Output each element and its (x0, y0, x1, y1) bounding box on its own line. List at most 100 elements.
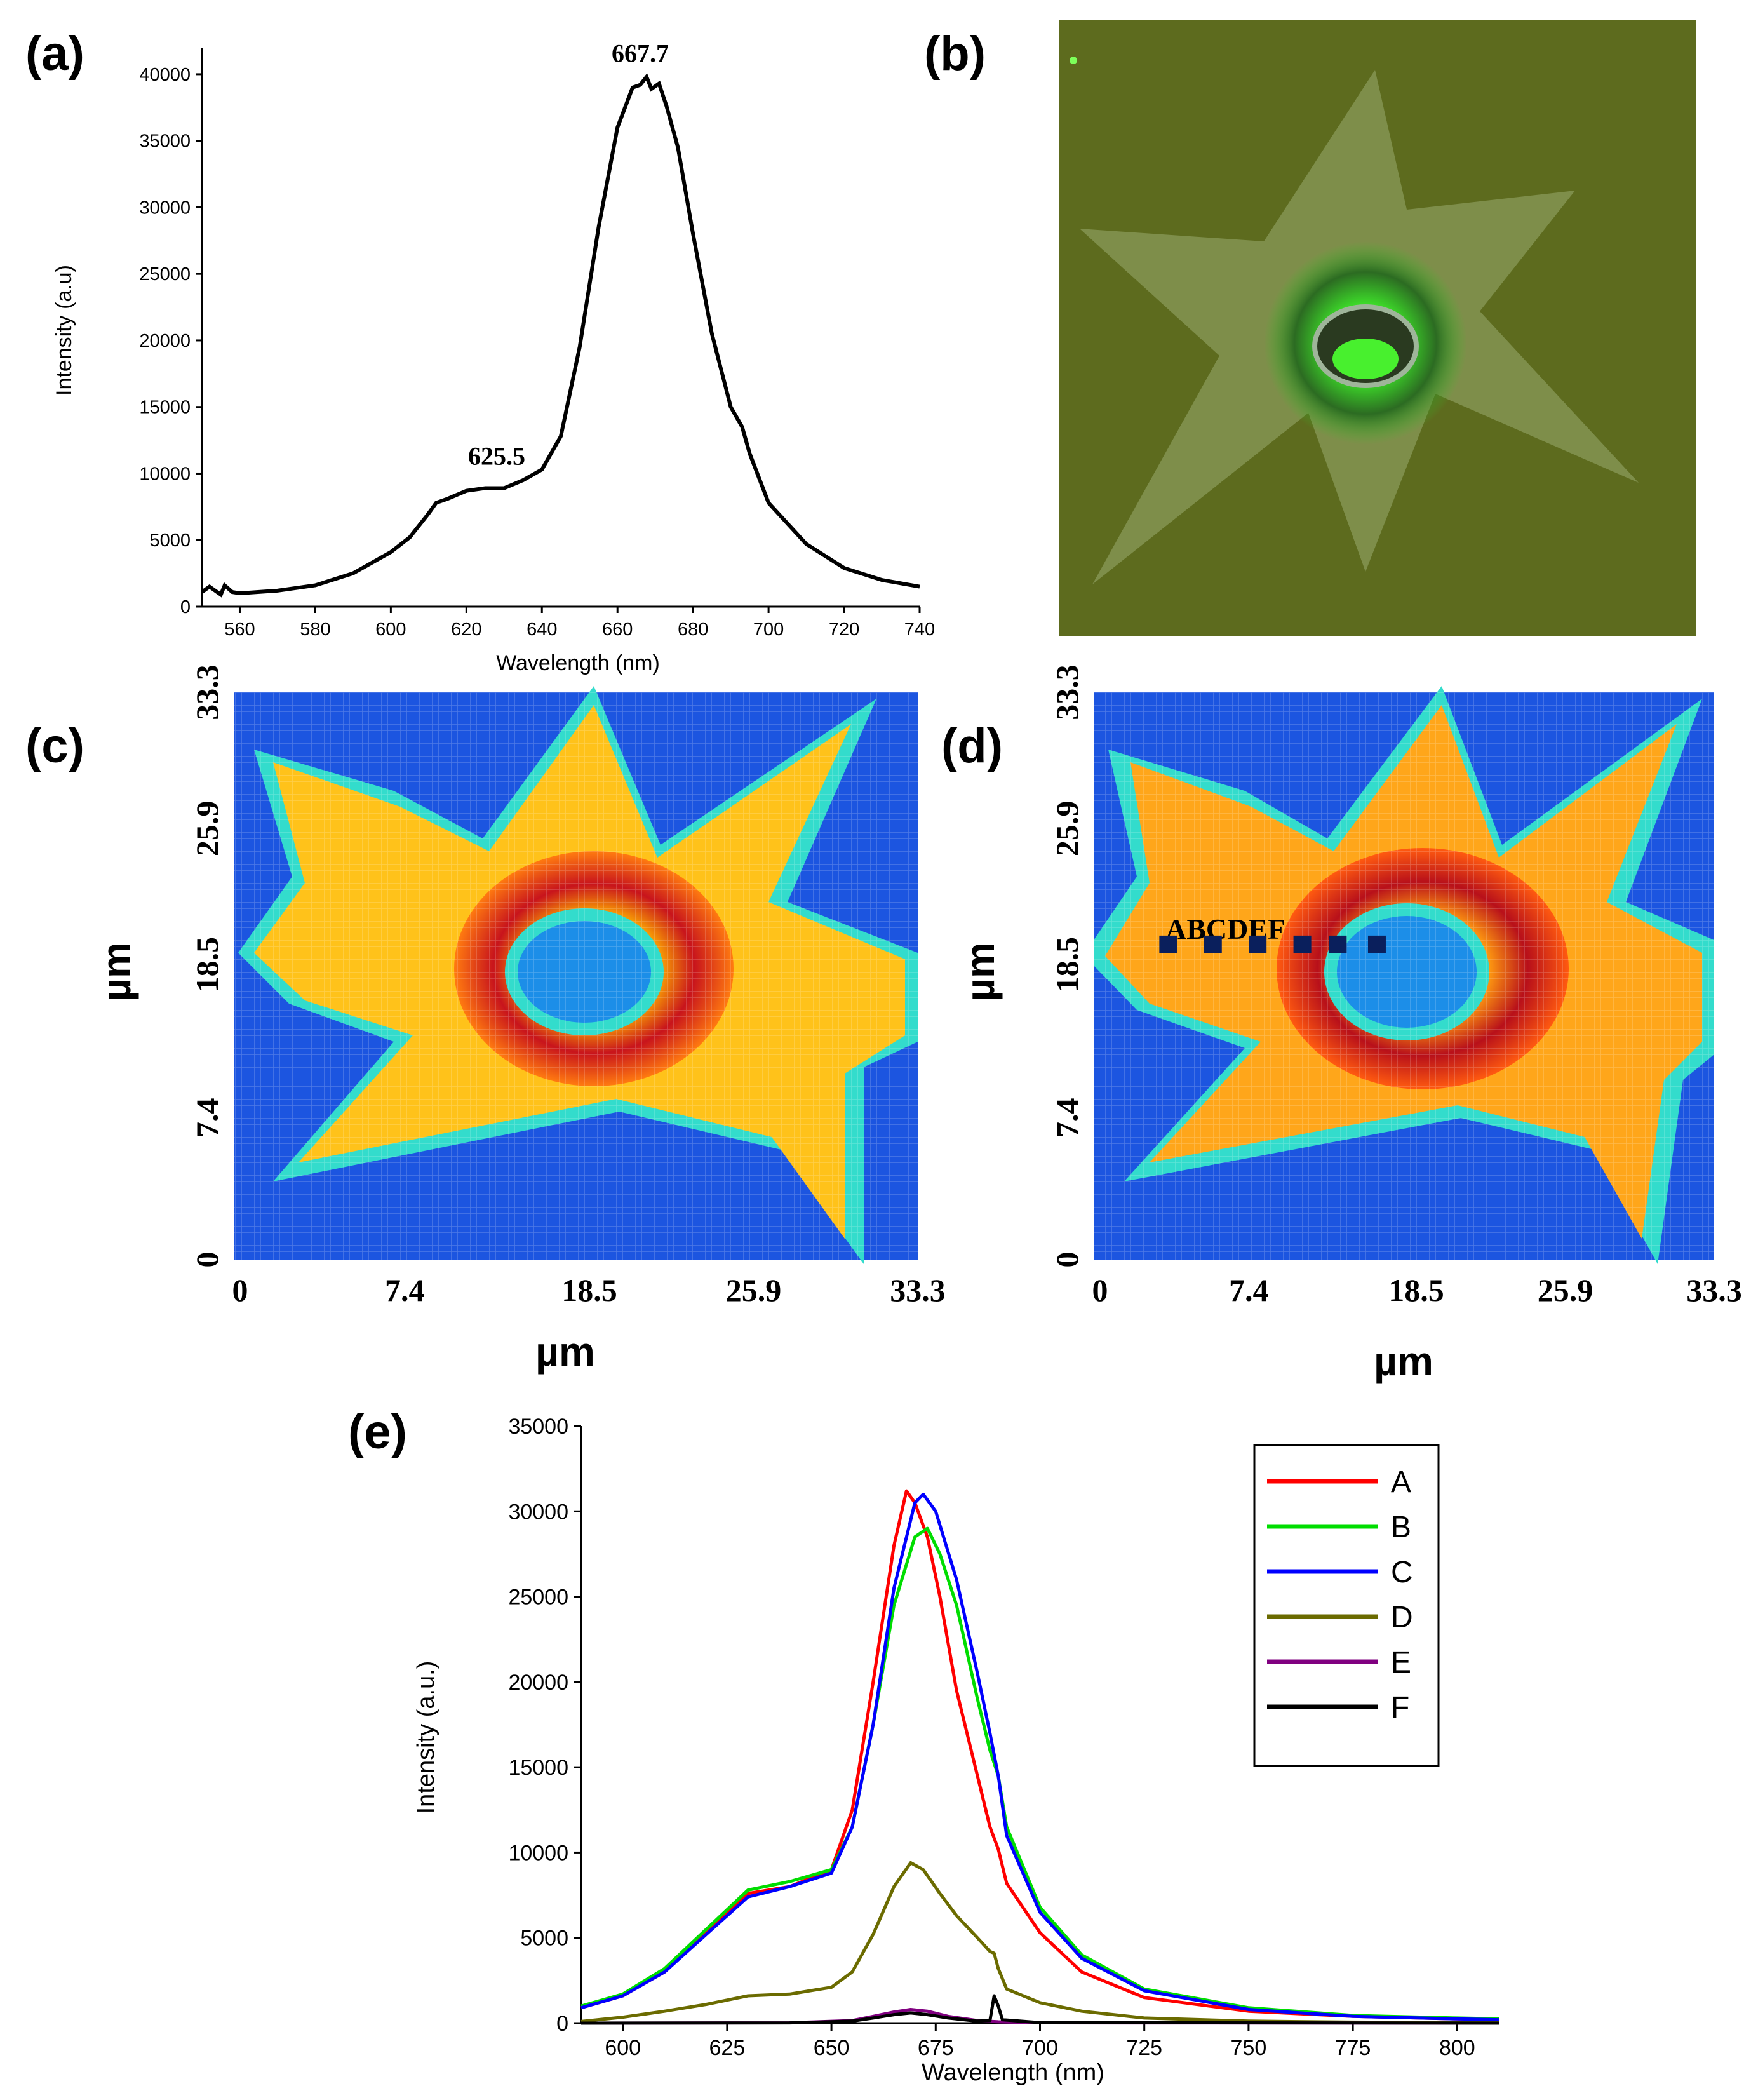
panel-label-e: (e) (348, 1405, 407, 1459)
panel-a-x-tick-label: 700 (753, 619, 784, 640)
series-line-A (580, 1489, 1499, 2022)
panel-c-y-tick-label: 18.5 (189, 937, 225, 993)
panel-e-x-ticks: 600 625 650 675 700 725 750 775 800 (605, 2023, 1475, 2060)
panel-a-spectrum-line (201, 73, 920, 598)
panel-d-points (1159, 935, 1386, 953)
legend-box (1253, 1444, 1440, 1767)
panel-e-x-tick-label: 675 (918, 2036, 954, 2060)
panel-e-x-tick-label: 750 (1231, 2036, 1267, 2060)
panel-e-y-tick-label: 25000 (508, 1585, 568, 1610)
legend-label-F: F (1391, 1691, 1409, 1725)
panel-a-y-tick-label: 0 (180, 597, 191, 617)
map-point-B (1204, 935, 1222, 953)
panel-e-y-ticks: 0 5000 10000 15000 20000 25000 30000 35000 (508, 1415, 581, 2036)
panel-d-x-tick-label: 7.4 (1229, 1272, 1269, 1308)
panel-d-y-tick-label: 18.5 (1049, 937, 1085, 993)
heatmap-d-grid (1094, 692, 1714, 1260)
panel-c-x-tick-label: 0 (232, 1272, 248, 1308)
legend-label-B: B (1391, 1511, 1411, 1544)
heatmap-c-grid (234, 692, 918, 1260)
panel-d-heatmap (1094, 686, 1714, 1264)
peak-annotation-625: 625.5 (468, 441, 525, 470)
panel-c-heatmap (234, 686, 918, 1264)
panel-e-y-tick-label: 10000 (508, 1841, 568, 1865)
panel-a-y-ticks: 0 5000 10000 15000 20000 25000 30000 35000 40000 (139, 65, 202, 617)
series-line-F (580, 1994, 1499, 2025)
panel-e-y-label: Intensity (a.u.) (413, 1661, 439, 1814)
panel-d-ticks: 00 7.4 7.4 18.5 18.5 25.9 25.9 33.3 33.3 (1049, 664, 1742, 1308)
panel-e-y-tick-label: 30000 (508, 1500, 568, 1524)
panel-a-x-tick-label: 660 (602, 619, 633, 640)
map-point-E (1329, 935, 1347, 953)
panel-e-x-label: Wavelength (nm) (922, 2059, 1104, 2086)
panel-b: (b) (924, 20, 1696, 636)
panel-e-y-tick-label: 5000 (520, 1927, 568, 1951)
panel-e-legend: ABCDEF (1253, 1444, 1440, 1767)
panel-c-y-tick-label: 25.9 (189, 801, 225, 857)
panel-a-x-tick-label: 640 (527, 619, 557, 640)
panel-d-y-label: µm (957, 942, 1003, 1002)
panel-e-x-tick-label: 700 (1022, 2036, 1058, 2060)
micrograph-green-core (1332, 339, 1399, 379)
panel-c-x-tick-label: 33.3 (890, 1272, 946, 1308)
panel-c-x-tick-label: 18.5 (561, 1272, 617, 1308)
panel-label-d: (d) (941, 719, 1003, 773)
panel-e-series-lines (580, 1489, 1499, 2025)
panel-a-x-tick-label: 680 (678, 619, 708, 640)
panel-c-y-tick-label: 7.4 (189, 1098, 225, 1138)
point-labels-text: ABCDEF (1165, 913, 1285, 945)
map-point-F (1367, 935, 1386, 953)
panel-d: (d) ABCDEF 00 7.4 7.4 18.5 18.5 25.9 25.9 33.3 3… (941, 664, 1742, 1384)
map-point-D (1293, 935, 1312, 953)
legend-label-E: E (1391, 1646, 1411, 1679)
panel-a-y-tick-label: 30000 (139, 198, 191, 218)
panel-e-x-tick-label: 600 (605, 2036, 641, 2060)
panel-d-x-tick-label: 0 (1092, 1272, 1108, 1308)
panel-e-x-tick-label: 725 (1126, 2036, 1162, 2060)
panel-a: (a) 0 5000 10000 15000 20000 25000 30000 35000 4… (25, 27, 935, 675)
panel-a-x-tick-label: 620 (451, 619, 481, 640)
panel-c: (c) 007.47.418.518.525.925.933.333.3 µm … (25, 664, 946, 1375)
panel-a-x-tick-label: 580 (300, 619, 330, 640)
panel-a-y-tick-label: 40000 (139, 65, 191, 85)
panel-a-x-label: Wavelength (nm) (496, 651, 660, 675)
panel-a-y-label: Intensity (a.u) (52, 265, 76, 396)
map-point-A (1159, 935, 1177, 953)
panel-e-y-tick-label: 20000 (508, 1671, 568, 1695)
panel-a-axes (201, 48, 920, 608)
panel-a-y-tick-label: 10000 (139, 464, 191, 484)
micrograph-image (1059, 20, 1696, 636)
panel-label-b: (b) (924, 27, 986, 81)
panel-e-x-tick-label: 650 (814, 2036, 850, 2060)
map-point-C (1249, 935, 1267, 953)
legend-label-D: D (1391, 1601, 1413, 1634)
series-line-D (580, 1861, 1499, 2024)
panel-d-x-tick-label: 18.5 (1388, 1272, 1444, 1308)
panel-a-y-tick-label: 25000 (139, 264, 191, 285)
panel-d-x-tick-label: 25.9 (1538, 1272, 1593, 1308)
panel-e-y-tick-label: 0 (556, 2012, 568, 2036)
panel-e-x-tick-label: 775 (1335, 2036, 1371, 2060)
panel-c-x-tick-label: 7.4 (385, 1272, 425, 1308)
panel-c-x-label: µm (535, 1329, 595, 1375)
peak-annotation-667: 667.7 (612, 39, 669, 67)
panel-a-x-tick-label: 560 (224, 619, 255, 640)
panel-c-y-tick-label: 33.3 (189, 664, 225, 720)
panel-a-x-ticks: 560 580 600 620 640 660 680 700 720 740 (224, 607, 935, 640)
panel-d-y-tick-label: 33.3 (1049, 664, 1085, 720)
panel-d-y-tick-label: 7.4 (1049, 1098, 1085, 1138)
panel-c-y-label: µm (93, 942, 139, 1002)
panel-e-x-tick-label: 625 (709, 2036, 746, 2060)
legend-label-C: C (1391, 1556, 1413, 1589)
panel-c-ticks: 00 7.4 7.4 18.5 18.5 25.9 25.9 33.3 33.3 (189, 664, 946, 1308)
panel-a-x-tick-label: 720 (829, 619, 859, 640)
panel-a-y-tick-label: 35000 (139, 131, 191, 152)
panel-label-a: (a) (25, 27, 84, 81)
panel-c-y-tick-label: 0 (189, 1252, 225, 1268)
panel-d-x-label: µm (1374, 1338, 1433, 1384)
panel-d-y-tick-label: 25.9 (1049, 801, 1085, 857)
panel-label-c: (c) (25, 719, 84, 773)
panel-e: (e) 05000100001500020000250003000035000 … (348, 1405, 1499, 2086)
panel-e-x-tick-label: 800 (1439, 2036, 1475, 2060)
